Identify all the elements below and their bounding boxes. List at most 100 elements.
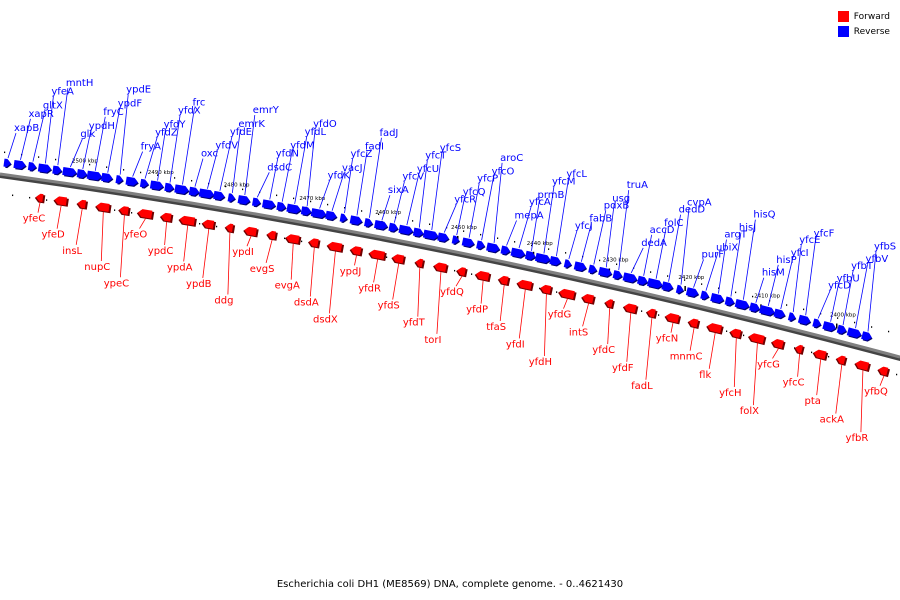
gene-yfdI[interactable] xyxy=(517,279,533,290)
gene-label-mepA[interactable]: mepA xyxy=(515,210,544,221)
gene-label-yfcJ[interactable]: yfcJ xyxy=(575,221,593,232)
gene-label-prmB[interactable]: prmB xyxy=(537,190,564,201)
gene-fadJ[interactable] xyxy=(364,218,373,227)
gene-label-folC[interactable]: folC xyxy=(664,218,683,229)
gene-label-ypdC[interactable]: ypdC xyxy=(148,246,174,257)
gene-sixA[interactable] xyxy=(374,220,388,230)
gene-hisJ[interactable] xyxy=(724,296,736,307)
gene-xapR[interactable] xyxy=(13,160,26,170)
gene-frc[interactable] xyxy=(174,184,189,194)
gene-label-xapB[interactable]: xapB xyxy=(14,123,39,134)
gene-yfdZ[interactable] xyxy=(139,178,149,188)
gene-label-dedA[interactable]: dedA xyxy=(641,238,667,249)
gene-oxc[interactable] xyxy=(188,186,200,197)
gene-label-glk[interactable]: glk xyxy=(80,129,95,140)
gene-label-torI[interactable]: torI xyxy=(424,335,441,346)
gene-insL[interactable] xyxy=(77,199,87,209)
gene-yfcH[interactable] xyxy=(730,328,742,338)
gene-label-yfcR[interactable]: yfcR xyxy=(454,195,476,206)
gene-label-ypeC[interactable]: ypeC xyxy=(104,278,129,289)
gene-label-ypdB[interactable]: ypdB xyxy=(186,279,212,290)
gene-ackA[interactable] xyxy=(836,355,846,365)
gene-torI[interactable] xyxy=(433,262,447,272)
gene-label-yfcS[interactable]: yfcS xyxy=(440,143,461,154)
gene-label-tfaS[interactable]: tfaS xyxy=(486,322,506,333)
gene-yfcQ[interactable] xyxy=(451,235,460,244)
gene-fryC[interactable] xyxy=(86,170,103,181)
gene-label-yfdS[interactable]: yfdS xyxy=(378,301,400,312)
gene-label-yfcZ[interactable]: yfcZ xyxy=(351,149,373,160)
gene-label-ackA[interactable]: ackA xyxy=(820,415,844,426)
gene-label-emrK[interactable]: emrK xyxy=(238,119,265,130)
gene-yfdG[interactable] xyxy=(558,288,575,300)
gene-label-yfdM[interactable]: yfdM xyxy=(290,141,314,152)
gene-yfeC[interactable] xyxy=(35,193,44,203)
gene-label-yfdF[interactable]: yfdF xyxy=(612,363,634,374)
gene-argT[interactable] xyxy=(710,293,725,304)
gene-label-ypdF[interactable]: ypdF xyxy=(118,99,143,110)
gene-label-hisJ[interactable]: hisJ xyxy=(739,223,756,234)
gene-label-yfdQ[interactable]: yfdQ xyxy=(440,287,464,298)
gene-label-hisP[interactable]: hisP xyxy=(776,255,796,266)
gene-nupC[interactable] xyxy=(96,202,110,212)
gene-label-yfbU[interactable]: yfbU xyxy=(837,274,860,285)
gene-label-yfcQ[interactable]: yfcQ xyxy=(463,187,486,198)
gene-label-yfcA[interactable]: yfcA xyxy=(529,197,551,208)
gene-label-dsdX[interactable]: dsdX xyxy=(313,314,338,325)
gene-yfeO[interactable] xyxy=(137,208,153,219)
gene-yfdK[interactable] xyxy=(310,208,327,219)
gene-emrY[interactable] xyxy=(237,195,251,205)
gene-label-mntH[interactable]: mntH xyxy=(66,78,94,89)
gene-label-yfeD[interactable]: yfeD xyxy=(41,230,65,241)
gene-gltX[interactable] xyxy=(27,162,37,171)
gene-fadL[interactable] xyxy=(646,308,656,318)
gene-prmB[interactable] xyxy=(524,250,536,261)
gene-label-yfdI[interactable]: yfdI xyxy=(506,339,525,350)
gene-yfcO[interactable] xyxy=(476,240,485,250)
gene-label-pta[interactable]: pta xyxy=(804,396,820,407)
gene-label-yfcL[interactable]: yfcL xyxy=(566,169,587,180)
gene-pdxB[interactable] xyxy=(588,264,598,275)
gene-ypdC[interactable] xyxy=(160,212,172,222)
gene-yfdP[interactable] xyxy=(475,270,490,281)
gene-label-yfdV[interactable]: yfdV xyxy=(215,141,238,152)
gene-label-evgS[interactable]: evgS xyxy=(250,264,275,275)
gene-ypdF[interactable] xyxy=(101,172,113,183)
gene-yfbS[interactable] xyxy=(861,331,873,341)
gene-fryA[interactable] xyxy=(125,176,138,187)
gene-label-accD[interactable]: accD xyxy=(650,225,675,236)
gene-label-ypdJ[interactable]: ypdJ xyxy=(340,266,362,277)
gene-label-yfbV[interactable]: yfbV xyxy=(866,254,889,265)
gene-label-yfdX[interactable]: yfdX xyxy=(178,106,201,117)
gene-yfcF[interactable] xyxy=(797,314,812,326)
gene-label-yfdP[interactable]: yfdP xyxy=(466,305,488,316)
gene-yfdT[interactable] xyxy=(415,258,424,268)
gene-label-sixA[interactable]: sixA xyxy=(388,185,409,196)
gene-ypeC[interactable] xyxy=(119,206,129,215)
gene-purF[interactable] xyxy=(685,287,700,298)
gene-ypdA[interactable] xyxy=(179,215,196,226)
gene-accD[interactable] xyxy=(636,275,649,286)
gene-label-yfdE[interactable]: yfdE xyxy=(230,127,252,138)
gene-label-fabB[interactable]: fabB xyxy=(589,214,612,225)
gene-usg[interactable] xyxy=(598,266,612,278)
gene-evgS[interactable] xyxy=(267,230,277,240)
gene-label-yfcV[interactable]: yfcV xyxy=(402,172,424,183)
gene-yfdC[interactable] xyxy=(605,298,614,308)
gene-mntH[interactable] xyxy=(52,165,62,175)
gene-label-ubiX[interactable]: ubiX xyxy=(716,243,738,254)
gene-label-fadI[interactable]: fadI xyxy=(365,141,384,152)
gene-label-yfdN[interactable]: yfdN xyxy=(276,148,299,159)
gene-yfdF[interactable] xyxy=(623,303,637,314)
gene-dsdA[interactable] xyxy=(308,238,319,248)
gene-label-yfdR[interactable]: yfdR xyxy=(358,283,381,294)
gene-label-insL[interactable]: insL xyxy=(62,246,82,257)
gene-label-yfcI[interactable]: yfcI xyxy=(791,248,809,259)
gene-folC[interactable] xyxy=(646,278,663,289)
gene-label-dsdA[interactable]: dsdA xyxy=(294,297,319,308)
gene-label-emrY[interactable]: emrY xyxy=(253,105,280,116)
gene-yfcL[interactable] xyxy=(549,256,561,266)
gene-label-yfbT[interactable]: yfbT xyxy=(851,261,874,272)
gene-yfbV[interactable] xyxy=(846,327,863,338)
gene-label-intS[interactable]: intS xyxy=(569,327,588,338)
